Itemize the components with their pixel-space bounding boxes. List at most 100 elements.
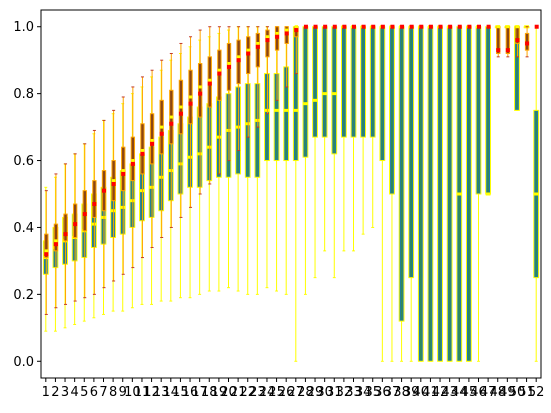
mean-marker: [313, 24, 318, 29]
boxes-layer: [42, 24, 540, 362]
x-tick-label: 19: [211, 385, 228, 400]
overlay-median: [111, 179, 116, 183]
box-inner: [256, 84, 259, 177]
box-inner: [189, 118, 191, 187]
mean-marker: [342, 24, 347, 29]
box-inner: [487, 27, 490, 194]
x-tick-label: 42: [432, 385, 449, 400]
mean-marker: [371, 24, 376, 29]
x-tick-label: 5: [80, 385, 88, 400]
x-tick-label: 3: [61, 385, 69, 400]
mean-marker: [477, 24, 481, 29]
overlay-box-group: [159, 59, 164, 238]
overlay-median: [236, 55, 241, 59]
overlay-box-group: [448, 24, 453, 29]
box-inner: [266, 74, 268, 160]
x-tick-label: 52: [528, 385, 545, 400]
overlay-median: [188, 95, 193, 99]
overlay-box-group: [361, 24, 366, 29]
x-tick-label: 27: [288, 385, 305, 400]
overlay-median: [54, 239, 58, 243]
box-inner: [362, 27, 365, 137]
overlay-median: [160, 125, 164, 129]
overlay-box-group: [294, 25, 299, 75]
box-inner: [323, 27, 326, 137]
overlay-box-group: [352, 24, 356, 29]
overlay-box-group: [380, 24, 385, 29]
mean-marker: [121, 171, 126, 176]
mean-marker: [92, 202, 97, 207]
overlay-box-group: [342, 24, 347, 29]
y-tick-label: 0.2: [13, 288, 34, 303]
box-inner: [169, 131, 172, 200]
box-inner: [342, 27, 345, 137]
x-tick-label: 38: [393, 385, 410, 400]
overlay-box-group: [92, 129, 97, 295]
overlay-box-group: [477, 24, 481, 29]
overlay-median: [179, 105, 183, 109]
overlay-box-group: [169, 52, 174, 228]
mean-marker: [130, 161, 135, 166]
overlay-median: [294, 25, 298, 29]
overlay-median: [227, 62, 231, 66]
mean-marker: [515, 38, 520, 43]
overlay-box-group: [390, 24, 395, 29]
overlay-box-group: [178, 42, 184, 218]
mean-marker: [188, 101, 193, 106]
x-tick-label: 28: [297, 385, 314, 400]
mean-marker: [73, 222, 78, 227]
overlay-median: [246, 48, 250, 52]
box-inner: [371, 27, 374, 137]
mean-marker: [390, 24, 395, 29]
x-tick-label: 12: [143, 385, 160, 400]
mean-marker: [178, 111, 183, 116]
overlay-box-group: [274, 26, 280, 101]
overlay-box-group: [303, 24, 308, 29]
overlay-box-body: [63, 213, 68, 242]
box-inner: [467, 27, 470, 361]
box-inner: [477, 27, 480, 194]
overlay-median: [169, 115, 173, 119]
overlay-median: [217, 68, 222, 72]
x-tick-label: 43: [441, 385, 458, 400]
overlay-box-group: [130, 86, 136, 269]
overlay-median: [275, 31, 279, 35]
box-inner: [294, 27, 297, 160]
x-tick-label: 14: [163, 385, 180, 400]
box-inner: [410, 27, 413, 277]
x-tick-label: 18: [201, 385, 218, 400]
overlay-box-group: [82, 143, 87, 299]
y-tick-label: 0.4: [13, 221, 34, 236]
x-tick-label: 49: [499, 385, 516, 400]
x-tick-label: 31: [326, 385, 343, 400]
overlay-box-group: [534, 24, 539, 29]
x-tick-label: 13: [153, 385, 170, 400]
overlay-box-group: [323, 24, 328, 29]
overlay-box-group: [236, 26, 241, 152]
overlay-median: [256, 41, 260, 45]
x-tick-label: 33: [345, 385, 362, 400]
x-tick-label: 48: [489, 385, 506, 400]
box-group: [485, 26, 492, 196]
mean-marker: [284, 31, 289, 36]
box-inner: [439, 27, 441, 361]
mean-marker: [169, 121, 174, 126]
mean-marker: [246, 51, 251, 56]
x-tick-label: 23: [249, 385, 266, 400]
mean-marker: [323, 24, 328, 29]
overlay-box-body: [53, 223, 59, 252]
overlay-median: [515, 25, 520, 29]
overlay-box-body: [255, 32, 261, 68]
box-group: [437, 25, 443, 362]
mean-marker: [303, 24, 308, 29]
box-inner: [381, 27, 384, 160]
mean-marker: [496, 48, 501, 53]
box-group: [456, 26, 463, 362]
x-tick-label: 8: [109, 385, 117, 400]
x-tick-label: 51: [518, 385, 535, 400]
overlay-box-group: [197, 29, 203, 195]
box-inner: [275, 74, 278, 160]
mean-marker: [159, 131, 164, 136]
y-tick-label: 0.8: [13, 87, 34, 102]
mean-marker: [400, 24, 405, 29]
